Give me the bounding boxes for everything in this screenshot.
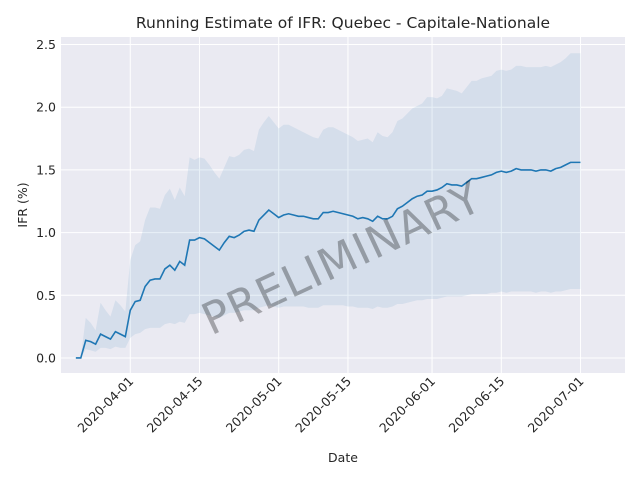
y-tick-label: 1.5	[36, 162, 56, 177]
confidence-band	[75, 53, 581, 358]
x-axis-label: Date	[328, 450, 358, 465]
x-tick-label: 2020-04-01	[74, 374, 136, 436]
y-tick-label: 0.5	[36, 288, 56, 303]
x-tick-label: 2020-06-15	[445, 374, 507, 436]
plot-background	[61, 37, 625, 373]
y-tick-label: 2.5	[36, 37, 56, 52]
y-tick-labels: 0.0 0.5 1.0 1.5 2.0 2.5	[36, 37, 56, 365]
y-axis-label: IFR (%)	[15, 182, 30, 227]
chart-title: Running Estimate of IFR: Quebec - Capita…	[136, 14, 550, 32]
grid-lines	[61, 37, 625, 373]
x-tick-label: 2020-06-01	[376, 374, 438, 436]
y-tick-label: 2.0	[36, 100, 56, 115]
x-tick-label: 2020-05-01	[223, 374, 285, 436]
y-tick-label: 1.0	[36, 225, 56, 240]
x-tick-labels: 2020-04-01 2020-04-15 2020-05-01 2020-05-15…	[74, 374, 586, 436]
ifr-series-line	[75, 161, 581, 359]
y-tick-label: 0.0	[36, 350, 56, 365]
x-tick-label: 2020-05-15	[292, 374, 354, 436]
x-tick-label: 2020-04-15	[144, 374, 206, 436]
x-tick-label: 2020-07-01	[525, 374, 587, 436]
